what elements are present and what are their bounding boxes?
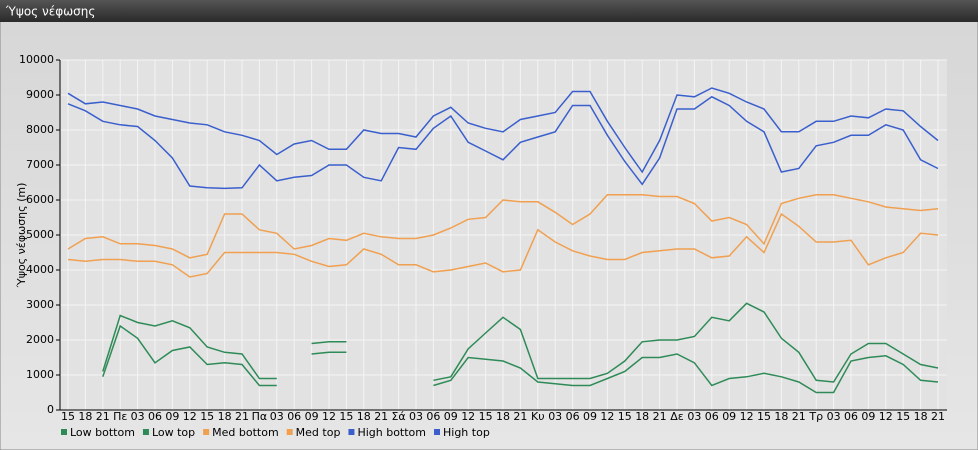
x-tick-label: 21 [374,410,388,423]
x-tick-label: 06 [705,410,719,423]
x-tick-label: 09 [861,410,875,423]
x-tick-label: 21 [653,410,667,423]
y-tick-label: 3000 [26,298,54,311]
legend-swatch [434,429,440,435]
legend-label: Low top [152,426,195,439]
y-tick-label: 7000 [26,158,54,171]
y-tick-label: 10000 [19,53,54,66]
x-tick-label: 09 [722,410,736,423]
x-tick-label: 18 [635,410,649,423]
legend-swatch [61,429,67,435]
legend-swatch [286,429,293,435]
x-tick-label: 18 [914,410,928,423]
x-tick-label: 15 [896,410,910,423]
x-tick-label: 09 [444,410,458,423]
x-tick-label: 15 [61,410,75,423]
x-tick-label: 18 [218,410,232,423]
legend-label: Low bottom [70,426,135,439]
x-tick-label: 18 [78,410,92,423]
x-tick-label: 12 [183,410,197,423]
x-tick-label: 03 [409,410,423,423]
legend-swatch [348,429,355,435]
x-tick-label: Δε [670,410,684,423]
y-tick-label: 9000 [26,88,54,101]
x-tick-label: 18 [496,410,510,423]
x-tick-label: 18 [357,410,371,423]
x-tick-label: 06 [148,410,162,423]
series-line [67,212,939,278]
y-tick-label: 1000 [26,368,54,381]
x-tick-label: 12 [600,410,614,423]
x-tick-label: 12 [461,410,475,423]
x-tick-label: Τρ [808,410,823,423]
chart-title: Ύψος νέφωσης [5,5,95,19]
y-tick-label: 0 [47,403,54,416]
x-tick-label: 21 [931,410,945,423]
x-tick-label: 03 [687,410,701,423]
x-tick-label: Πα [252,410,268,423]
y-axis-label: Ύψος νέφωσης (m) [15,183,28,289]
legend-label: Med bottom [212,426,279,439]
legend-swatch [142,429,149,435]
x-tick-label: 12 [322,410,336,423]
x-tick-label: 06 [566,410,580,423]
x-tick-label: 06 [287,410,301,423]
x-tick-label: 15 [618,410,632,423]
series-line [67,194,939,259]
series-line [102,324,939,394]
legend-label: High top [443,426,490,439]
x-tick-label: 15 [757,410,771,423]
x-tick-label: 09 [305,410,319,423]
x-tick-label: 03 [270,410,284,423]
x-tick-label: 15 [200,410,214,423]
x-tick-label: Κυ [531,410,545,423]
x-tick-label: 03 [548,410,562,423]
x-tick-label: 15 [339,410,353,423]
series-line [67,87,939,174]
x-tick-label: 21 [513,410,527,423]
y-tick-label: 4000 [26,263,54,276]
series-line [67,95,939,190]
x-tick-label: 03 [131,410,145,423]
y-tick-label: 6000 [26,193,54,206]
y-tick-label: 2000 [26,333,54,346]
legend-swatch [203,429,210,435]
x-tick-label: 09 [583,410,597,423]
x-tick-label: 03 [827,410,841,423]
legend-label: Med top [296,426,341,439]
x-tick-label: 09 [165,410,179,423]
x-tick-label: 12 [740,410,754,423]
x-tick-label: 21 [792,410,806,423]
x-tick-label: 15 [479,410,493,423]
x-tick-label: Σά [391,410,405,423]
x-tick-label: 12 [879,410,893,423]
x-tick-label: 06 [426,410,440,423]
x-tick-label: 21 [96,410,110,423]
y-tick-label: 5000 [26,228,54,241]
x-tick-label: Πε [113,410,127,423]
x-tick-label: 18 [774,410,788,423]
y-tick-label: 8000 [26,123,54,136]
x-tick-label: 06 [844,410,858,423]
x-tick-label: 21 [235,410,249,423]
series-line [102,302,939,383]
legend-label: High bottom [357,426,426,439]
title-bar [0,0,978,22]
